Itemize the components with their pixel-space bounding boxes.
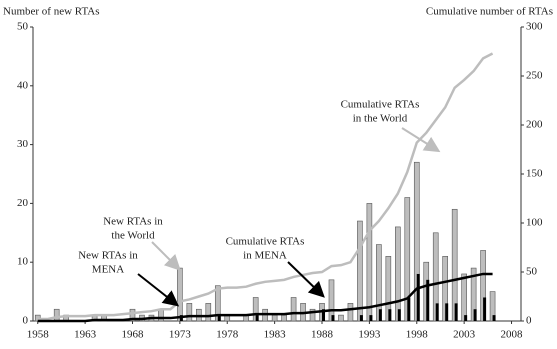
bar	[369, 315, 373, 321]
bar	[445, 303, 449, 321]
annotation-arrow	[137, 273, 180, 307]
x-tick-label: 1978	[216, 329, 239, 341]
x-tick-label: 1993	[358, 329, 381, 341]
bar	[492, 315, 496, 321]
x-tick-label: 1963	[74, 329, 97, 341]
bar	[359, 315, 363, 321]
line	[37, 272, 493, 323]
annotation: in the World	[353, 113, 408, 125]
bar	[407, 297, 411, 321]
annotation: the World	[111, 230, 155, 242]
annotation-arrow	[401, 127, 441, 153]
bar	[473, 309, 477, 321]
bar	[357, 220, 363, 322]
bar	[483, 297, 487, 321]
y-tick-label: 10	[17, 256, 29, 268]
bar	[281, 314, 287, 322]
bar	[217, 315, 221, 321]
annotation-arrow	[151, 241, 181, 271]
y2-tick-label: 50	[526, 266, 538, 278]
bar	[53, 308, 60, 322]
x-tick-label: 1988	[311, 329, 334, 341]
annotation: in MENA	[243, 250, 287, 262]
y-axis-title: Number of new RTAs	[3, 6, 100, 18]
bar	[129, 308, 136, 322]
annotation: Cumulative RTAs	[341, 99, 420, 111]
y-tick-label: 20	[17, 197, 29, 209]
bar	[205, 303, 212, 322]
x-tick-label: 1998	[406, 329, 429, 341]
bar	[347, 303, 354, 322]
y2-tick-label: 100	[526, 217, 543, 229]
bar	[177, 267, 183, 322]
y2-tick-label: 300	[526, 21, 543, 33]
line	[37, 52, 494, 321]
y-tick-label: 50	[17, 21, 29, 33]
annotation-arrow	[287, 261, 325, 298]
bar	[464, 315, 468, 321]
bar	[426, 279, 430, 321]
bar	[328, 279, 335, 322]
y2-tick-label: 250	[526, 70, 543, 82]
annotation: MENA	[92, 264, 124, 276]
annotation: New RTAs in	[78, 250, 138, 262]
bar	[338, 314, 344, 322]
x-tick-label: 1973	[169, 329, 192, 341]
bar	[461, 273, 467, 322]
bar	[366, 203, 373, 322]
bar	[395, 226, 401, 322]
bar	[388, 309, 392, 321]
x-tick-label: 1958	[27, 329, 50, 341]
y2-tick-label: 150	[526, 168, 543, 180]
bar	[186, 303, 193, 322]
x-tick-label: 2003	[453, 329, 476, 341]
bar	[331, 315, 335, 321]
bar	[454, 303, 458, 321]
bar	[435, 303, 439, 321]
bar	[397, 309, 401, 321]
x-tick-label: 1968	[121, 329, 144, 341]
y-tick-label: 40	[17, 79, 29, 91]
y2-tick-label: 200	[526, 119, 543, 131]
bar	[271, 314, 278, 322]
bar	[255, 315, 259, 321]
bar	[378, 309, 382, 321]
bar	[290, 297, 297, 322]
y-tick-label: 0	[23, 315, 29, 327]
y2-axis-title: Cumulative number of RTAs	[426, 6, 553, 18]
annotation: Cumulative RTAs	[226, 236, 305, 248]
bar	[416, 273, 420, 321]
x-tick-label: 1983	[264, 329, 287, 341]
y2-tick-label: 0	[526, 315, 532, 327]
x-tick-label: 2008	[501, 329, 524, 341]
y-tick-label: 30	[17, 138, 29, 150]
annotation: New RTAs in	[103, 216, 163, 228]
bar	[322, 309, 326, 321]
bar	[309, 308, 316, 322]
